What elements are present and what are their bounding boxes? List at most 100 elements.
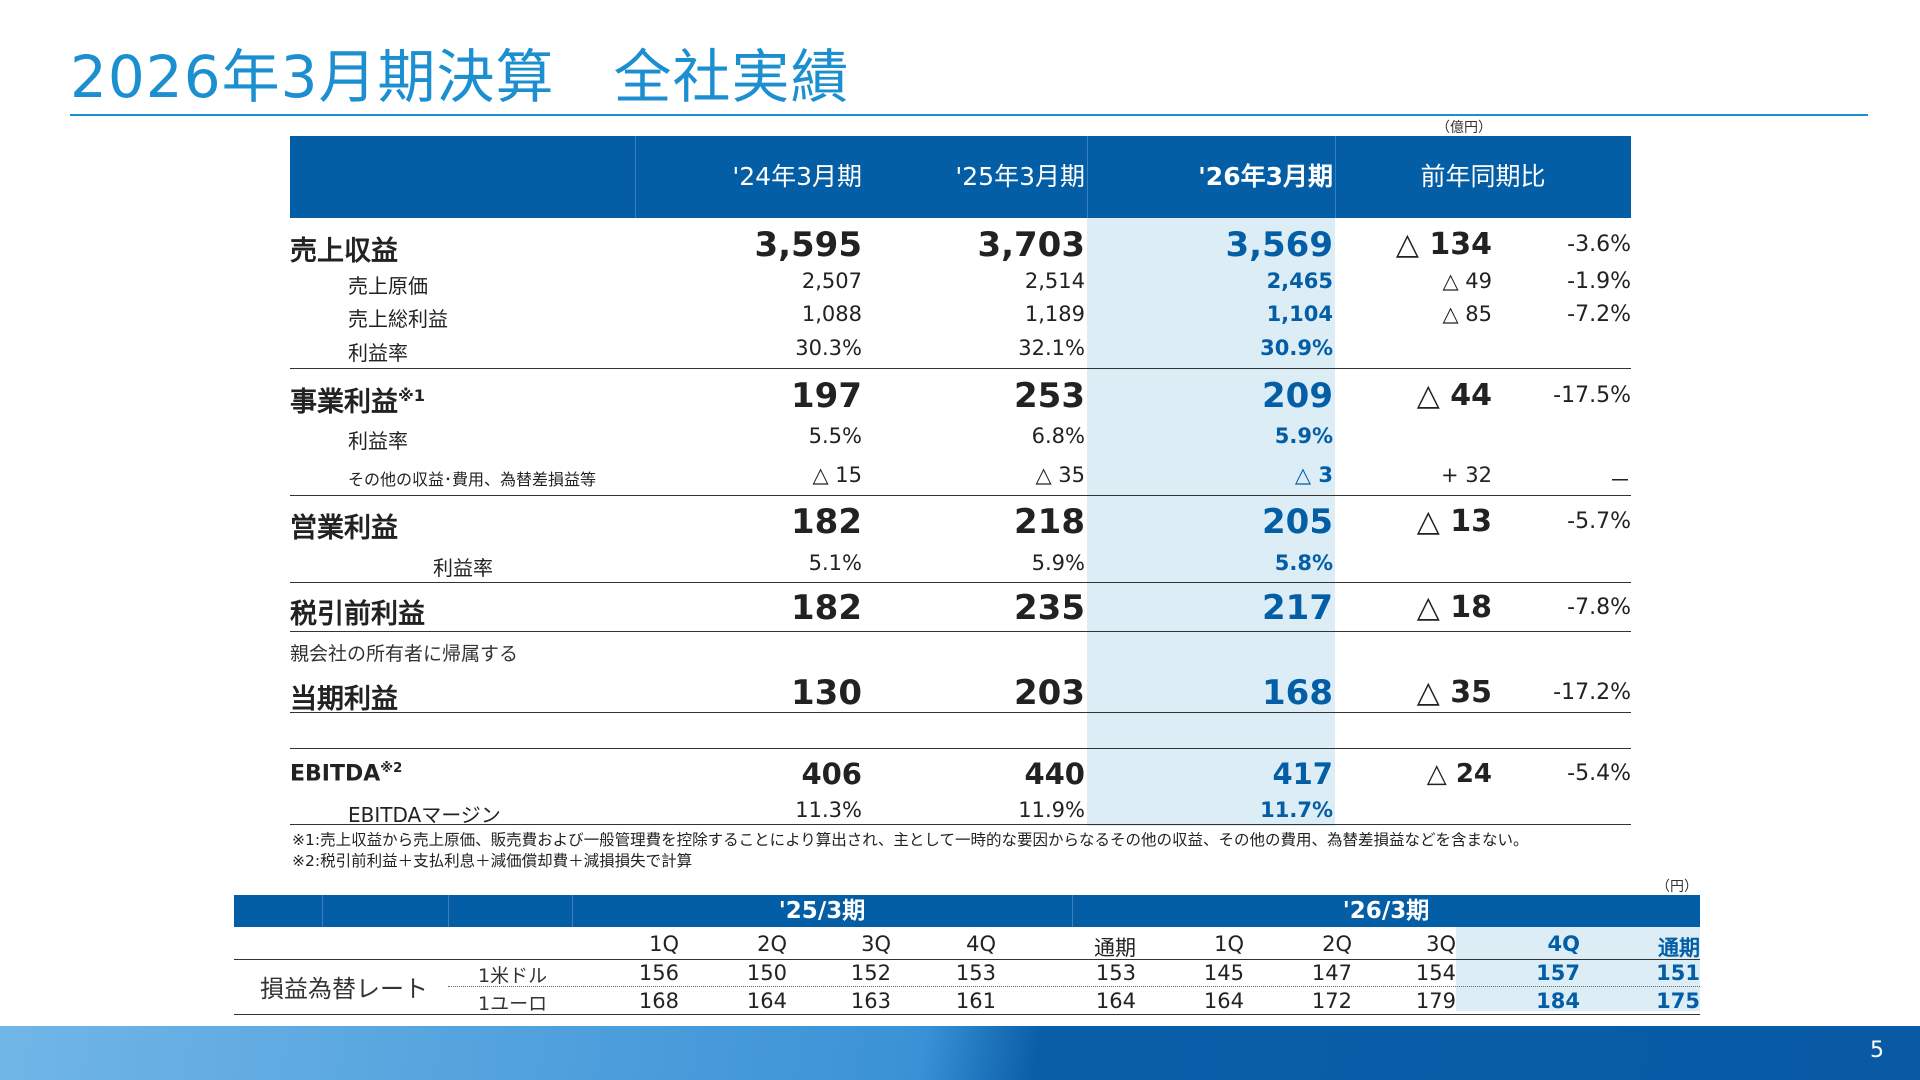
fx-usd-6: 147 (1311, 961, 1352, 985)
value-fy26-revenue: 3,569 (1225, 225, 1333, 265)
fx-eur-5: 164 (1203, 989, 1244, 1013)
header-fy26: '26年3月期 (1198, 162, 1333, 191)
value-pct-business: -17.5% (1553, 382, 1631, 408)
fx-col-header-0: 1Q (649, 932, 679, 956)
page-title: 2026年3月期決算 全社実績 (70, 43, 850, 111)
row-label-gross: 売上総利益 (348, 306, 448, 331)
value-fy24-cogs: 2,507 (801, 269, 862, 293)
value-diff-ebitda: △ 24 (1426, 758, 1492, 789)
value-fy25-gross: 1,189 (1024, 302, 1085, 326)
fx-col-header-7: 3Q (1426, 932, 1456, 956)
fx-rule-top (234, 959, 1700, 960)
value-fy24-business_margin: 5.5% (808, 424, 862, 448)
value-fy24-gross: 1,088 (801, 302, 862, 326)
fx-group-fy25: '25/3期 (778, 898, 866, 924)
header-yoy: 前年同期比 (1420, 162, 1546, 191)
value-fy25-ebitda: 440 (1024, 757, 1085, 791)
row-label-pretax: 税引前利益 (290, 598, 425, 630)
fx-eur-6: 172 (1311, 989, 1352, 1013)
value-fy26-operating_margin: 5.8% (1274, 551, 1333, 575)
value-fy26-gross: 1,104 (1266, 302, 1333, 326)
value-fy26-pretax: 217 (1262, 588, 1333, 628)
fx-eur-3: 161 (955, 989, 996, 1013)
fx-eur-0: 168 (638, 989, 679, 1013)
header-fy25: '25年3月期 (955, 162, 1085, 191)
value-fy25-gross_margin: 32.1% (1018, 336, 1085, 360)
row-label-cogs: 売上原価 (348, 273, 428, 298)
row-label-other: その他の収益･費用、為替差損益等 (348, 469, 597, 489)
fx-rule-bottom (234, 1014, 1700, 1015)
table-header (290, 136, 1631, 218)
value-pct-net: -17.2% (1553, 679, 1631, 705)
value-pct-operating: -5.7% (1567, 508, 1631, 534)
value-fy25-cogs: 2,514 (1024, 269, 1085, 293)
value-fy24-net: 130 (791, 673, 862, 713)
fx-usd-5: 145 (1203, 961, 1244, 985)
footnotes: ※1:売上収益から売上原価、販売費および一般管理費を控除することにより算出され、… (292, 830, 1528, 872)
fx-usd-2: 152 (850, 961, 891, 985)
value-fy25-other: △ 35 (1035, 463, 1085, 487)
fx-usd-0: 156 (638, 961, 679, 985)
fx-table-header (234, 895, 1700, 927)
fx-rate-table: '25/3期 '26/3期 1Q 156 168 2Q 150 164 3Q 152 163 4Q 15… (234, 895, 1700, 1015)
value-fy25-ebitda_margin: 11.9% (1018, 798, 1085, 822)
row-label-business: 事業利益※1 (290, 380, 425, 419)
fx-col-header-8: 4Q (1547, 932, 1580, 956)
value-fy24-ebitda_margin: 11.3% (795, 798, 862, 822)
fx-highlight (1456, 927, 1700, 1011)
fx-header-sep-2 (572, 895, 573, 927)
fx-eur-8: 184 (1536, 989, 1580, 1013)
table-rule-4 (290, 712, 1631, 713)
value-fy24-revenue: 3,595 (754, 225, 862, 265)
value-fy26-cogs: 2,465 (1266, 269, 1333, 293)
fx-usd-label: 1米ドル (478, 965, 548, 987)
row-label-ebitda: EBITDA※2 (290, 761, 402, 786)
current-year-highlight (1087, 218, 1335, 826)
value-pct-revenue: -3.6% (1567, 231, 1631, 257)
value-fy24-ebitda: 406 (801, 757, 862, 791)
row-label-revenue: 売上収益 (290, 235, 398, 267)
fx-eur-7: 179 (1415, 989, 1456, 1013)
value-fy25-business_margin: 6.8% (1031, 424, 1085, 448)
fx-group-fy26: '26/3期 (1342, 898, 1430, 924)
fx-header-sep-3 (1072, 895, 1073, 927)
row-label-gross_margin: 利益率 (348, 340, 408, 365)
fx-col-header-6: 2Q (1322, 932, 1352, 956)
footnote-marker-ebitda: ※2 (380, 760, 403, 776)
fx-usd-3: 153 (955, 961, 996, 985)
row-label-operating_margin: 利益率 (433, 555, 493, 580)
table-rule-1 (290, 495, 1631, 496)
value-fy25-operating_margin: 5.9% (1031, 551, 1085, 575)
table-rule-3 (290, 631, 1631, 632)
footnote-2: ※2:税引前利益＋支払利息＋減価償却費＋減損損失で計算 (292, 852, 693, 870)
value-pct-pretax: -7.8% (1567, 594, 1631, 620)
footnote-1: ※1:売上収益から売上原価、販売費および一般管理費を控除することにより算出され、… (292, 831, 1529, 849)
fx-eur-2: 163 (850, 989, 891, 1013)
value-pct-ebitda: -5.4% (1567, 761, 1631, 786)
fx-col-header-2: 3Q (861, 932, 891, 956)
value-diff-net: △ 35 (1416, 675, 1492, 710)
footer-band (0, 1026, 1920, 1080)
financial-results-table (290, 136, 1631, 826)
value-pct-gross: -7.2% (1567, 302, 1631, 327)
value-fy24-other: △ 15 (812, 463, 862, 487)
fx-eur-9: 175 (1656, 989, 1700, 1013)
row-label-text-business: 事業利益 (290, 386, 398, 418)
title-divider (70, 114, 1868, 116)
fx-eur-4: 164 (1095, 989, 1136, 1013)
value-fy26-ebitda: 417 (1272, 757, 1333, 791)
row-label-ebitda_margin: EBITDAマージン (348, 802, 501, 827)
value-fy24-gross_margin: 30.3% (795, 336, 862, 360)
value-fy26-business: 209 (1262, 376, 1333, 416)
unit-label-fx: （円） (1656, 879, 1698, 895)
value-fy25-business: 253 (1014, 376, 1085, 416)
fx-col-header-1: 2Q (757, 932, 787, 956)
value-diff-cogs: △ 49 (1442, 269, 1492, 293)
unit-label-main: （億円） (1436, 120, 1492, 136)
value-diff-gross: △ 85 (1442, 302, 1492, 326)
page-number: 5 (1870, 1038, 1884, 1063)
fx-row-group-label: 損益為替レート (260, 975, 428, 1003)
value-diff-revenue: △ 134 (1395, 227, 1492, 262)
row-label-net: 当期利益 (290, 683, 398, 715)
value-fy24-business: 197 (791, 376, 862, 416)
